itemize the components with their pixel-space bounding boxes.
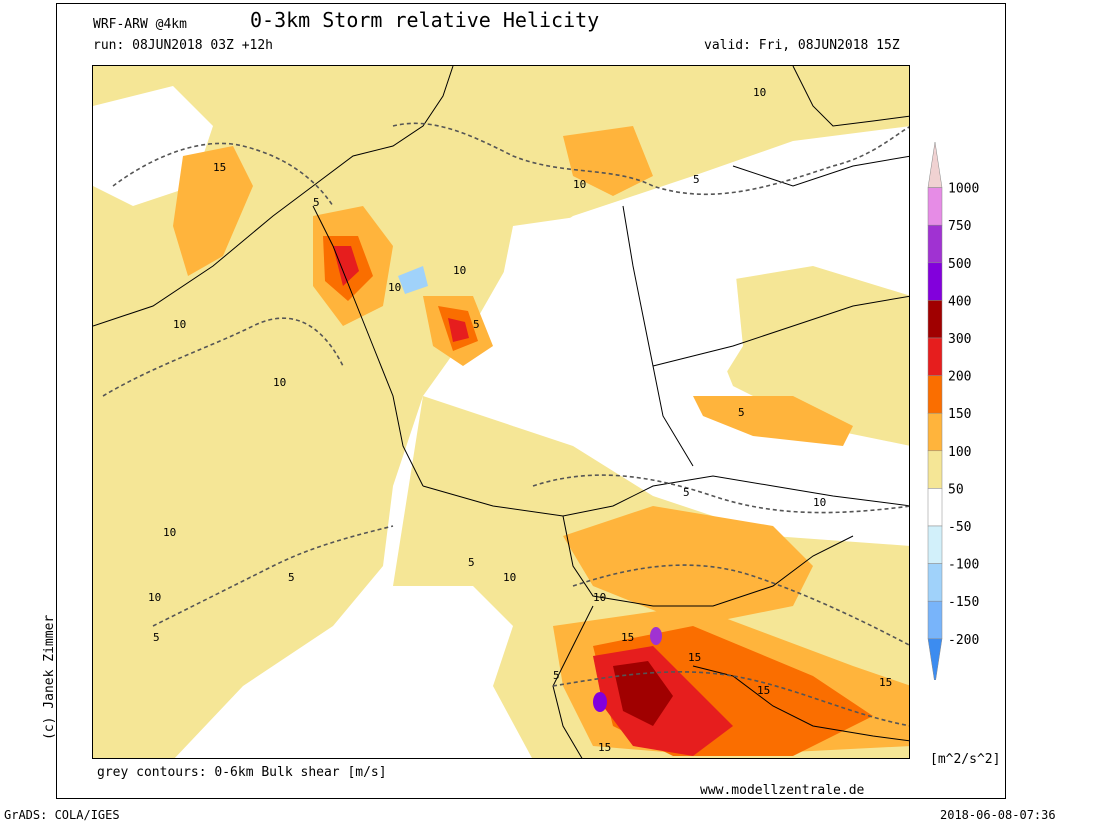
legend-label: 150: [948, 407, 971, 422]
contour-label: 5: [153, 631, 160, 644]
contour-label: 10: [173, 318, 186, 331]
shade-100-region: [563, 506, 813, 626]
timestamp: 2018-06-08-07:36: [940, 808, 1056, 822]
contour-label: 10: [813, 496, 826, 509]
contour-label: 5: [693, 173, 700, 186]
contour-label: 15: [621, 631, 634, 644]
contour-line: [532, 474, 909, 514]
contour-label: 10: [503, 571, 516, 584]
shade-400-region: [593, 692, 607, 712]
contour-label: 10: [148, 591, 161, 604]
legend-swatch: [927, 563, 943, 602]
legend-label: 200: [948, 370, 971, 385]
legend-swatch: [927, 638, 943, 680]
contour-label: 10: [573, 178, 586, 191]
legend-label: 400: [948, 294, 971, 309]
legend-swatch: [927, 337, 943, 376]
shade-100-region: [693, 396, 853, 446]
legend-swatch: [927, 141, 943, 188]
contour-label: 5: [683, 486, 690, 499]
legend-label: 500: [948, 257, 971, 272]
legend-label: -150: [948, 595, 979, 610]
shade-200-region: [448, 318, 469, 342]
shade-300-region: [613, 661, 673, 726]
contour-label: 5: [288, 571, 295, 584]
shade-500-region: [650, 627, 662, 645]
website-link[interactable]: www.modellzentrale.de: [700, 783, 865, 798]
legend-label: 750: [948, 219, 971, 234]
shade-200-region: [333, 246, 359, 286]
shear-contours: [102, 122, 909, 727]
legend-swatch: [927, 300, 943, 339]
contour-label: 5: [313, 196, 320, 209]
legend-label: 1000: [948, 182, 979, 197]
contour-label: 10: [593, 591, 606, 604]
color-legend: 1000 750 500 400 300 200 150 100 50 -50 -100 -150 -2…: [927, 141, 979, 680]
contour-label: 15: [757, 684, 770, 697]
shade-clear-region: [493, 206, 743, 446]
country-border: [732, 155, 909, 187]
contour-line: [392, 122, 909, 196]
legend-swatch: [927, 262, 943, 301]
coastline: [792, 66, 909, 127]
country-border: [652, 295, 909, 367]
chart-title: 0-3km Storm relative Helicity: [250, 8, 600, 32]
country-border: [562, 515, 854, 607]
contour-label: 10: [163, 526, 176, 539]
legend-label: -50: [948, 520, 971, 535]
author-credit: (c) Janek Zimmer: [42, 614, 57, 740]
contour-label: 5: [553, 669, 560, 682]
coastline: [93, 66, 454, 327]
contour-label: 5: [738, 406, 745, 419]
contour-labels: 15 5 10 10 10 5 10 5 10 5 10 5 10 15 15 …: [148, 86, 892, 754]
colorbar-unit: [m^2/s^2]: [930, 752, 1001, 767]
shade-clear-region: [393, 586, 513, 706]
legend-label: 300: [948, 332, 971, 347]
legend-label: -200: [948, 633, 979, 648]
contour-label: 10: [388, 281, 401, 294]
figure-frame: [56, 3, 1006, 799]
legend-swatch: [927, 375, 943, 414]
country-border: [422, 475, 909, 517]
contours-note: grey contours: 0-6km Bulk shear [m/s]: [97, 765, 387, 780]
contour-label: 15: [213, 161, 226, 174]
legend-label: -100: [948, 558, 979, 573]
contour-line: [152, 525, 394, 627]
shade-negative-region: [398, 266, 428, 294]
contour-line: [102, 317, 344, 397]
contour-label: 10: [453, 264, 466, 277]
shade-100-region: [173, 146, 253, 276]
model-label: WRF-ARW @4km: [93, 17, 187, 32]
legend-label: 50: [948, 482, 964, 497]
contour-label: 15: [598, 741, 611, 754]
legend-label: 100: [948, 445, 971, 460]
legend-swatch: [927, 525, 943, 564]
contour-line: [112, 142, 334, 207]
contour-label: 5: [473, 318, 480, 331]
legend-swatch: [927, 450, 943, 489]
legend-swatch: [927, 412, 943, 452]
contour-label: 15: [879, 676, 892, 689]
helicity-map: 15 5 10 10 10 5 10 5 10 5 10 5 10 15 15 …: [92, 65, 910, 759]
country-border: [622, 205, 694, 467]
contour-label: 10: [273, 376, 286, 389]
legend-swatch: [927, 488, 943, 527]
legend-swatch: [927, 224, 943, 264]
contour-label: 10: [753, 86, 766, 99]
contour-line: [572, 564, 909, 646]
borders: [93, 66, 909, 758]
coastline: [692, 665, 909, 742]
map-canvas: 15 5 10 10 10 5 10 5 10 5 10 5 10 15 15 …: [93, 66, 909, 758]
contour-label: 15: [688, 651, 701, 664]
legend-swatch: [927, 187, 943, 226]
shade-50-region: [693, 266, 909, 446]
run-label: run: 08JUN2018 03Z +12h: [93, 38, 274, 53]
contour-line: [552, 671, 909, 727]
coastline: [312, 205, 424, 487]
shade-50-region: [93, 66, 909, 758]
grads-credit: GrADS: COLA/IGES: [4, 808, 120, 822]
valid-label: valid: Fri, 08JUN2018 15Z: [704, 38, 900, 53]
legend-swatch: [927, 600, 943, 640]
contour-label: 5: [468, 556, 475, 569]
